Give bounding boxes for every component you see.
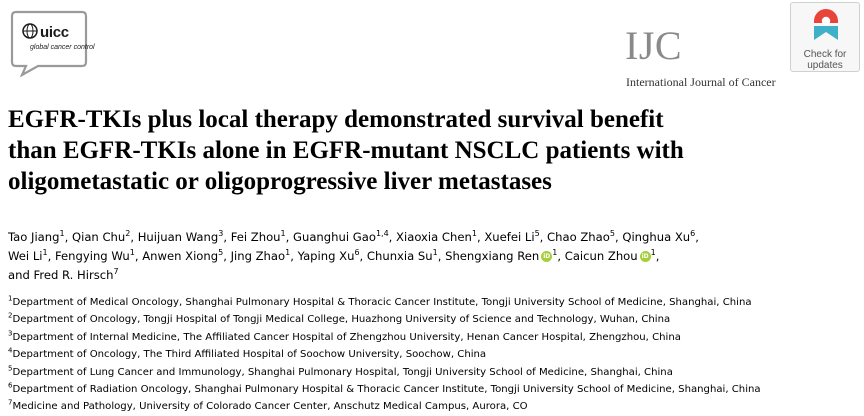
affiliation-number: 2 [8,312,13,321]
updates-label: updates [807,60,843,71]
author-name: Fei Zhou [230,230,281,244]
author-name: Guanghui Gao [293,230,376,244]
author-affiliation-ref: 2 [125,229,131,239]
author-name: Jing Zhao [230,249,286,263]
author-line: Wei Li1, Fengying Wu1, Anwen Xiong5, Jin… [8,248,660,263]
uicc-tagline: global cancer control [30,44,95,51]
affiliation-text: Medicine and Pathology, University of Co… [12,401,528,413]
author-name: Xiaoxia Chen [396,230,472,244]
author-affiliation-ref: 1 [432,248,438,258]
article-title: EGFR-TKIs plus local therapy demonstrate… [8,104,848,197]
affiliation-number: 4 [8,346,13,355]
title-line: than EGFR-TKIs alone in EGFR-mutant NSCL… [8,137,684,164]
author-affiliation-ref: 1 [280,229,286,239]
author-affiliation-ref: 6 [354,248,360,258]
author-joiner: and [8,268,30,282]
author-name: Chao Zhao [547,230,610,244]
check-for-label: Check for [803,49,847,60]
speech-bubble-icon [10,10,88,77]
author-name: Shengxiang Ren [445,249,540,263]
author-affiliation-ref: 1 [42,248,48,258]
affiliation-item: 2Department of Oncology, Tongji Hospital… [8,311,858,328]
author-affiliation-ref: 3 [218,229,224,239]
affiliation-item: 5Department of Lung Cancer and Immunolog… [8,364,858,381]
author-affiliation-ref: 1 [471,229,477,239]
author-affiliation-ref: 6 [690,229,696,239]
author-affiliation-ref: 5 [534,229,540,239]
author-name: Caicun Zhou [564,249,638,263]
affiliation-list: 1Department of Medical Oncology, Shangha… [8,294,858,416]
journal-abbrev: IJC [625,23,683,68]
affiliation-item: 4Department of Oncology, The Third Affil… [8,346,858,363]
author-name: Huijuan Wang [137,230,219,244]
author-affiliation-ref: 1 [650,248,656,258]
author-name: Anwen Xiong [142,249,219,263]
author-affiliation-ref: 1 [59,229,65,239]
affiliation-number: 1 [8,294,13,303]
affiliation-item: 7Medicine and Pathology, University of C… [8,398,858,415]
affiliation-item: 6Department of Radiation Oncology, Shang… [8,381,858,398]
author-name: Yaping Xu [297,249,355,263]
author-line: Tao Jiang1, Qian Chu2, Huijuan Wang3, Fe… [8,229,699,244]
affiliation-text: Department of Oncology, Tongji Hospital … [12,314,671,326]
affiliation-text: Department of Oncology, The Third Affili… [12,349,487,361]
author-affiliation-ref: 1 [285,248,291,258]
affiliation-text: Department of Internal Medicine, The Aff… [12,331,681,343]
check-for-updates-button[interactable]: Check for updates [790,2,860,72]
author-affiliation-ref: 5 [218,248,224,258]
author-name: Fred R. Hirsch [33,268,114,282]
author-name: Chunxia Su [366,249,433,263]
title-line: EGFR-TKIs plus local therapy demonstrate… [8,106,664,133]
author-affiliation-ref: 5 [609,229,615,239]
author-name: Tao Jiang [8,230,60,244]
affiliation-item: 3Department of Internal Medicine, The Af… [8,329,858,346]
author-affiliation-ref: 1,4 [375,229,389,239]
orcid-icon[interactable]: iD [639,251,651,262]
author-affiliation-ref: 1 [129,248,135,258]
affiliation-number: 3 [8,329,13,338]
author-name: Xuefei Li [484,230,535,244]
orcid-icon[interactable]: iD [541,251,553,262]
author-name: Wei Li [8,249,43,263]
author-list: Tao Jiang1, Qian Chu2, Huijuan Wang3, Fe… [8,228,858,285]
author-name: Qinghua Xu [622,230,691,244]
affiliation-number: 6 [8,381,13,390]
author-affiliation-ref: 7 [113,267,119,277]
affiliation-number: 7 [8,399,13,408]
author-affiliation-ref: 1 [552,248,558,258]
affiliation-number: 5 [8,364,13,373]
crossmark-icon [814,9,838,40]
affiliation-text: Department of Radiation Oncology, Shangh… [12,384,761,396]
title-line: oligometastatic or oligoprogressive live… [8,168,552,195]
author-line: and Fred R. Hirsch7 [8,266,858,285]
author-name: Fengying Wu [54,249,130,263]
author-name: Qian Chu [71,230,126,244]
affiliation-item: 1Department of Medical Oncology, Shangha… [8,294,858,311]
journal-name: International Journal of Cancer [626,75,776,89]
affiliation-text: Department of Medical Oncology, Shanghai… [12,297,752,308]
uicc-logo: uicc global cancer control [8,8,95,77]
affiliation-text: Department of Lung Cancer and Immunology… [12,366,673,378]
uicc-wordmark: uicc [40,24,69,41]
